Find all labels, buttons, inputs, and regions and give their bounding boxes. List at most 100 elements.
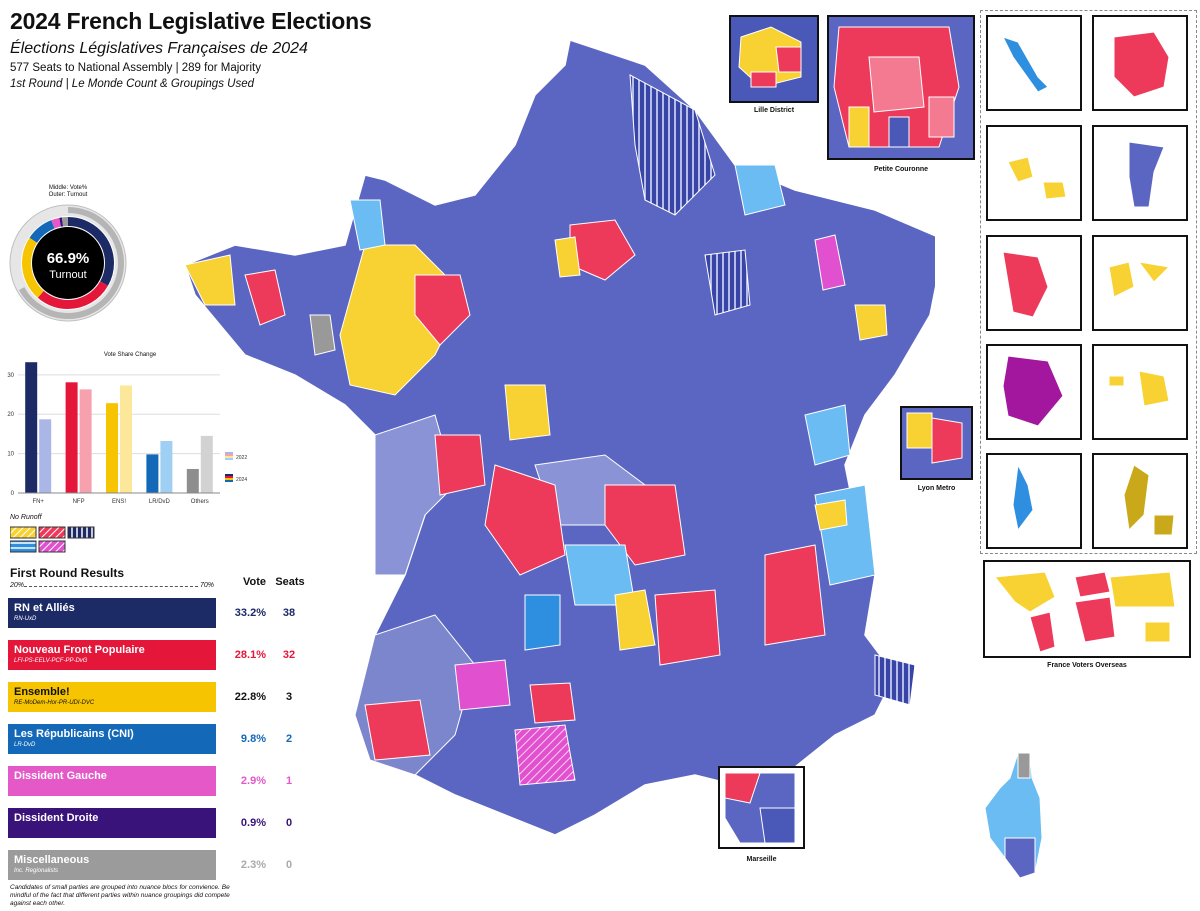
region-nfp-limousin: [484, 464, 566, 576]
party-seats: 3: [285, 691, 293, 703]
region-dvg-gers: [454, 659, 511, 711]
donut-legend-outer: Outer: Turnout: [48, 192, 88, 198]
party-name: Miscellaneous: [14, 854, 90, 866]
donut-legend-middle: Middle: Vote%: [48, 185, 88, 191]
swatch-dvg-hatch: [38, 540, 66, 553]
region-dvg-ariege: [514, 724, 576, 786]
party-bar: [8, 598, 216, 628]
party-seats: 38: [282, 607, 296, 619]
party-name: Dissident Droite: [14, 812, 99, 824]
party-subgroups: LR-DvD: [14, 742, 36, 748]
region-ens-haute-savoie: [814, 499, 848, 531]
x-tick-label: Others: [191, 499, 209, 505]
turnout-label: Turnout: [49, 269, 87, 281]
bar-2022: [120, 385, 132, 493]
region-lr-dordogne: [524, 594, 561, 651]
round-info: 1st Round | Le Monde Count & Groupings U…: [10, 78, 254, 90]
overseas-inset: [1092, 15, 1188, 111]
region-rn-norunoff-east: [704, 249, 751, 316]
region-dvg-ardennes: [814, 234, 846, 291]
inset-petite-couronne: [827, 15, 975, 160]
bar-2024: [146, 454, 159, 493]
france-map: [184, 39, 935, 836]
region-light-west: [374, 414, 456, 576]
map-subtitle: Élections Législatives Françaises de 202…: [10, 40, 308, 57]
legend-swatch-2024: [225, 478, 233, 480]
region-ens-lot: [614, 589, 656, 651]
overseas-territories-panel: [980, 10, 1197, 554]
y-tick-label: 0: [11, 491, 15, 497]
vote-ring-segment: [22, 217, 114, 309]
bar-2024: [106, 403, 118, 493]
region-misc-brittany: [309, 314, 336, 356]
party-subgroups: Inc. Regionalists: [14, 868, 59, 874]
region-ens-centre: [504, 384, 551, 441]
region-lr-alps-north: [804, 404, 851, 466]
party-row: Les Républicains (CNI) LR-DvD: [8, 724, 216, 754]
x-tick-label: NFP: [73, 499, 85, 505]
region-ens-alsace: [854, 304, 888, 341]
overseas-inset: [986, 235, 1082, 331]
swatch-ens-hatch: [10, 526, 37, 539]
region-nfp-brittany: [414, 274, 471, 346]
party-vote-share: 0.9%: [240, 817, 266, 829]
territory-region: [1007, 156, 1067, 200]
territory-region: [1012, 463, 1034, 532]
y-tick-label: 30: [7, 373, 14, 379]
inset-lyon: [900, 406, 973, 480]
marseille-map: [720, 768, 803, 847]
overseas-inset: [1092, 344, 1188, 440]
seats-info: 577 Seats to National Assembly | 289 for…: [10, 62, 262, 74]
y-tick-label: 10: [7, 452, 14, 458]
party-bar: [8, 766, 216, 796]
party-name: Ensemble!: [14, 686, 70, 698]
territory-region: [1123, 464, 1175, 536]
swatch-lr-hatch: [10, 540, 37, 553]
region-paris-ens: [554, 236, 581, 278]
party-vote-share: 2.3%: [240, 859, 266, 871]
party-name: RN et Alliés: [14, 602, 75, 614]
overseas-territory-shape: [1012, 463, 1034, 532]
results-heading: First Round Results: [10, 566, 125, 580]
region-rn-norunoff-north: [629, 74, 716, 216]
party-bar: [8, 850, 216, 880]
region-nfp-aveyron: [654, 589, 721, 666]
party-row: Nouveau Front Populaire LFI-PS-EELV-PCF-P…: [8, 640, 216, 670]
overseas-territory-shape: [1002, 251, 1049, 318]
swatch-rn-hatch: [67, 526, 95, 539]
chart-title: Vote Share Change: [103, 352, 157, 358]
territory-region: [1108, 261, 1171, 298]
x-tick-label: ENS!: [112, 499, 126, 505]
inset-marseille-label: Marseille: [746, 856, 777, 863]
party-row: RN et Alliés RN-UxD: [8, 598, 216, 628]
party-seats: 1: [285, 775, 293, 787]
seats-column-header: Seats: [275, 576, 305, 588]
overseas-inset: [986, 344, 1082, 440]
party-seats: 0: [285, 817, 293, 829]
overseas-territory-shape: [1128, 141, 1165, 208]
region-nfp-pyrenees: [364, 699, 431, 761]
bar-2024: [25, 362, 38, 493]
party-name: Dissident Gauche: [14, 770, 107, 782]
legend-swatch-2022: [225, 456, 233, 458]
party-bar: [8, 724, 216, 754]
overseas-territory-shape: [1113, 31, 1170, 98]
party-name: Les Républicains (CNI): [14, 728, 134, 740]
lyon-map: [902, 408, 971, 478]
bar-2022: [39, 419, 52, 493]
overseas-territory-shape: [1007, 156, 1067, 200]
territory-region: [1113, 31, 1170, 98]
donut-legend: Middle: Vote% Outer: Turnout: [38, 185, 98, 199]
inset-marseille: [718, 766, 805, 849]
party-bar: [8, 682, 216, 712]
swatch-nfp-hatch: [38, 526, 66, 539]
no-runoff-swatches: [10, 526, 95, 553]
lille-map: [731, 17, 817, 101]
party-row: Dissident Gauche: [8, 766, 216, 796]
party-seats: 2: [285, 733, 293, 745]
overseas-inset: [986, 453, 1082, 549]
party-subgroups: RN-UxD: [14, 616, 37, 622]
overseas-territory-shape: [1123, 464, 1175, 536]
corsica-map: [984, 752, 1043, 879]
overseas-inset: [986, 15, 1082, 111]
